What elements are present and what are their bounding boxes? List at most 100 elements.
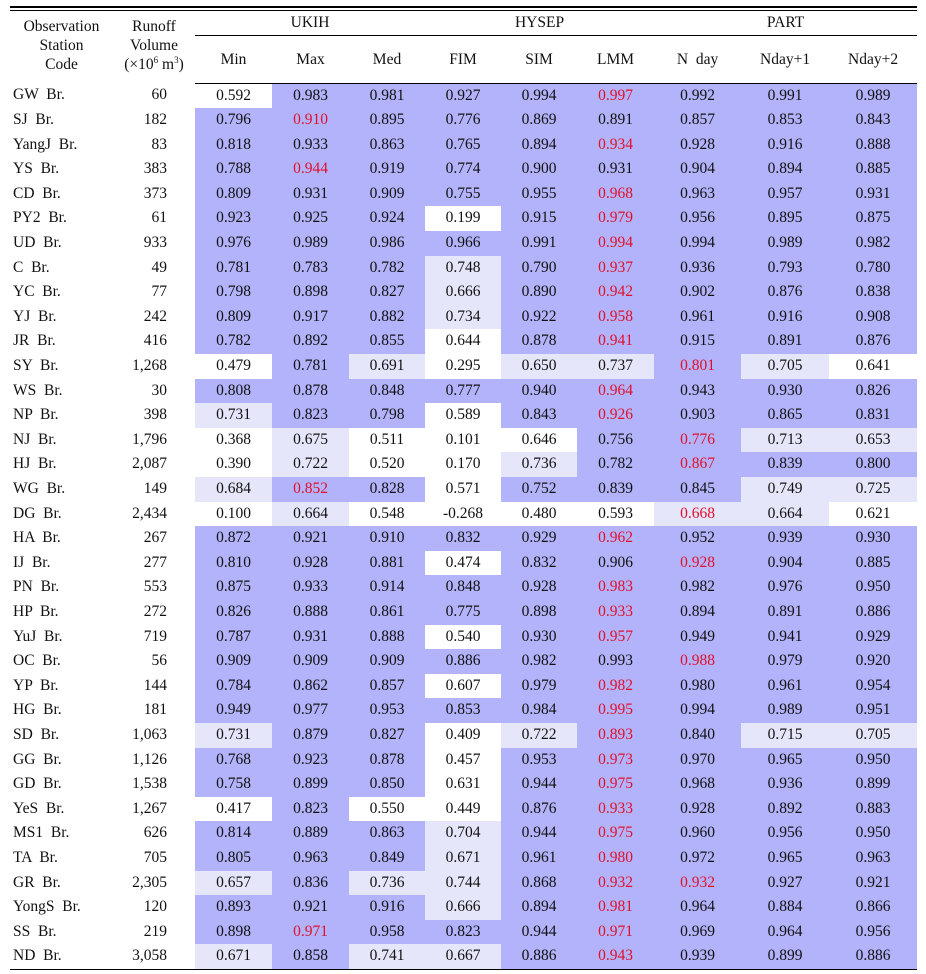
- unit-prefix: (×10: [124, 55, 154, 73]
- efficiency-value-cell: 0.943: [654, 378, 742, 404]
- runoff-volume-cell: 120: [143, 898, 167, 916]
- efficiency-value-cell: 0.981: [349, 83, 426, 109]
- efficiency-value-cell: 0.943: [577, 944, 655, 970]
- efficiency-value-cell: 0.664: [741, 501, 830, 527]
- unit-exponent-2: 3: [174, 54, 179, 65]
- efficiency-value-cell: 0.858: [272, 944, 349, 970]
- efficiency-value-cell: 0.875: [195, 575, 272, 600]
- efficiency-value-cell: 0.836: [272, 870, 349, 896]
- efficiency-value-cell: 0.675: [272, 427, 349, 453]
- efficiency-value-cell: 0.989: [272, 231, 349, 256]
- efficiency-value-cell: 0.704: [425, 821, 502, 846]
- table-row: PY2 Br. 61 0.923 0.925 0.924 0.199 0.915 0.979 0…: [10, 206, 918, 232]
- station-code-cell: SD Br.: [13, 725, 60, 743]
- efficiency-value-cell: 0.982: [501, 649, 578, 674]
- efficiency-value-cell: 0.839: [577, 477, 655, 502]
- station-code-cell: YongS Br.: [13, 898, 81, 916]
- efficiency-value-cell: 0.607: [425, 673, 502, 699]
- efficiency-value-cell: 0.969: [654, 919, 742, 945]
- runoff-volume-cell: 277: [143, 553, 167, 571]
- efficiency-value-cell: 0.722: [272, 452, 349, 477]
- efficiency-value-cell: 0.736: [349, 870, 426, 896]
- efficiency-value-cell: 0.668: [654, 501, 742, 527]
- efficiency-value-cell: 0.903: [654, 403, 742, 428]
- efficiency-value-cell: 0.520: [349, 452, 426, 477]
- efficiency-value-cell: 0.782: [577, 452, 655, 477]
- efficiency-value-cell: 0.898: [501, 599, 578, 625]
- efficiency-value-cell: 0.657: [195, 870, 272, 896]
- efficiency-value-cell: 0.915: [501, 206, 578, 232]
- efficiency-value-cell: 0.883: [829, 796, 918, 822]
- efficiency-value-cell: 0.886: [501, 944, 578, 970]
- efficiency-value-cell: 0.994: [501, 83, 578, 109]
- efficiency-value-cell: 0.417: [195, 796, 272, 822]
- efficiency-value-cell: 0.886: [829, 599, 918, 625]
- table-row: MS1 Br. 626 0.814 0.889 0.863 0.704 0.944 0.975…: [10, 821, 918, 846]
- efficiency-value-cell: 0.295: [425, 354, 502, 379]
- station-code-cell: MS1 Br.: [13, 824, 70, 842]
- col-header-nday-plus-2: Nday+2: [829, 35, 918, 84]
- runoff-volume-cell: 553: [143, 578, 167, 596]
- efficiency-value-cell: 0.893: [577, 722, 655, 748]
- col-header-lmm: LMM: [577, 35, 655, 84]
- efficiency-value-cell: 0.894: [654, 599, 742, 625]
- table-row: YJ Br. 242 0.809 0.917 0.882 0.734 0.922 0.958 0…: [10, 304, 918, 330]
- efficiency-value-cell: 0.646: [501, 427, 578, 453]
- efficiency-value-cell: 0.641: [829, 354, 918, 379]
- table-row: WS Br. 30 0.808 0.878 0.848 0.777 0.940 0.964 0.…: [10, 378, 918, 404]
- efficiency-value-cell: 0.823: [425, 919, 502, 945]
- efficiency-value-cell: 0.926: [577, 403, 655, 428]
- efficiency-value-cell: 0.933: [272, 575, 349, 600]
- efficiency-value-cell: 0.909: [349, 181, 426, 207]
- efficiency-value-cell: 0.805: [195, 845, 272, 871]
- efficiency-value-cell: 0.788: [195, 157, 272, 182]
- efficiency-value-cell: 0.958: [577, 304, 655, 330]
- efficiency-value-cell: 0.920: [829, 649, 918, 674]
- station-code-cell: HA Br.: [13, 529, 61, 547]
- efficiency-value-cell: 0.550: [349, 796, 426, 822]
- efficiency-value-cell: 0.199: [425, 206, 502, 232]
- runoff-volume-cell: 219: [143, 922, 167, 940]
- efficiency-value-cell: 0.965: [741, 845, 830, 871]
- efficiency-value-cell: 0.980: [654, 673, 742, 699]
- efficiency-value-cell: 0.979: [501, 673, 578, 699]
- efficiency-value-cell: 0.933: [577, 796, 655, 822]
- efficiency-value-cell: 0.863: [349, 821, 426, 846]
- efficiency-value-cell: 0.861: [349, 599, 426, 625]
- unit-exponent-1: 6: [153, 54, 159, 65]
- efficiency-value-cell: 0.964: [577, 378, 655, 404]
- efficiency-value-cell: 0.917: [272, 304, 349, 330]
- efficiency-value-cell: 0.941: [577, 329, 655, 355]
- runoff-volume-cell: 1,796: [132, 430, 167, 448]
- efficiency-value-cell: 0.958: [349, 919, 426, 945]
- efficiency-value-cell: 0.899: [829, 772, 918, 797]
- station-code-cell: YP Br.: [13, 676, 59, 694]
- station-code-cell: SS Br.: [13, 922, 57, 940]
- group-header-ukih: UKIH: [195, 10, 426, 36]
- efficiency-value-cell: 0.793: [741, 255, 830, 281]
- efficiency-value-cell: 0.892: [741, 796, 830, 822]
- efficiency-value-cell: 0.942: [577, 280, 655, 305]
- table-row: JR Br. 416 0.782 0.892 0.855 0.644 0.878 0.941 0…: [10, 329, 918, 355]
- efficiency-value-cell: 0.894: [501, 895, 578, 920]
- efficiency-value-cell: 0.857: [349, 673, 426, 699]
- station-code-cell: GW Br.: [13, 86, 65, 104]
- efficiency-value-cell: 0.749: [741, 477, 830, 502]
- efficiency-value-cell: 0.781: [195, 255, 272, 281]
- station-code-cell: HJ Br.: [13, 455, 57, 473]
- efficiency-value-cell: 0.916: [741, 132, 830, 158]
- efficiency-value-cell: 0.832: [501, 550, 578, 576]
- station-column-header: Observation Station Code: [10, 11, 113, 84]
- efficiency-value-cell: 0.989: [741, 231, 830, 256]
- station-code-cell: YangJ Br.: [13, 135, 78, 153]
- efficiency-value-cell: 0.929: [501, 526, 578, 551]
- efficiency-value-cell: 0.983: [272, 83, 349, 109]
- efficiency-value-cell: 0.787: [195, 624, 272, 650]
- efficiency-value-cell: 0.916: [349, 895, 426, 920]
- station-code-cell: PN Br.: [13, 578, 60, 596]
- efficiency-value-cell: 0.930: [829, 526, 918, 551]
- efficiency-value-cell: 0.906: [577, 550, 655, 576]
- efficiency-value-cell: 0.589: [425, 403, 502, 428]
- efficiency-value-cell: 0.954: [829, 673, 918, 699]
- runoff-volume-cell: 373: [143, 184, 167, 202]
